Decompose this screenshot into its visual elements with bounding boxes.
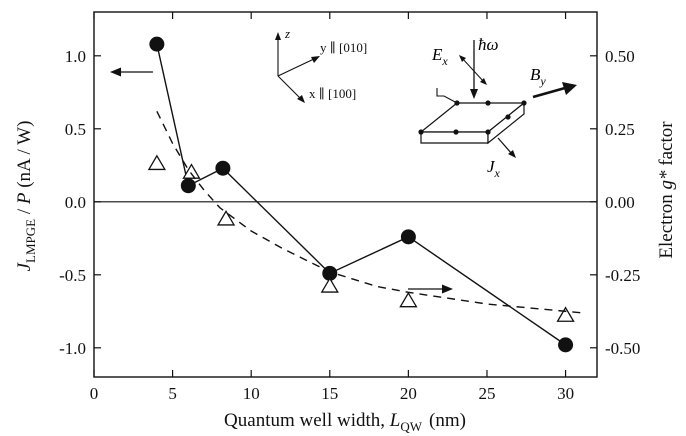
right-y-axis-title-prefix: Electron [656, 189, 677, 258]
left-y-axis-title: JLMPGE / P (nA / W) [14, 121, 38, 272]
coord-z-label: z [284, 26, 290, 41]
field-b-sub: y [539, 74, 546, 88]
right-y-axis-title-var: g* [656, 170, 677, 190]
series-0-line [156, 43, 566, 346]
x-axis-title-var: L [389, 410, 401, 431]
series-0-point [400, 229, 416, 245]
field-b-label: By [530, 65, 546, 88]
field-e-label: Ex [431, 45, 448, 68]
left-y-tick-label: -1.0 [59, 339, 86, 358]
right-y-tick-label: 0.50 [605, 47, 635, 66]
x-tick-label: 20 [400, 384, 417, 403]
left-y-axis-title-rest: / [14, 204, 35, 219]
series-1-point [216, 210, 236, 226]
x-axis-ticks: 0 5 10 15 20 25 30 [90, 12, 574, 403]
sample-side-face [487, 101, 525, 145]
magnetic-field-arrow [532, 86, 566, 99]
right-y-axis-ticks: 0.50 0.25 0.00 -0.25 -0.50 [590, 47, 640, 358]
series-0-point [215, 160, 231, 176]
coordinate-system-inset: z y ∥ [010] x ∥ [100] [275, 26, 367, 103]
polarization-arrow [461, 57, 485, 83]
series-1-point [320, 277, 339, 293]
right-y-tick-label: 0.00 [605, 193, 635, 212]
series-1-point [556, 306, 575, 322]
series-layer [147, 36, 582, 353]
right-y-tick-label: -0.50 [605, 339, 640, 358]
left-y-axis-title-unit: (nA / W) [14, 121, 35, 193]
x-axis-title-prefix: Quantum well width, [224, 410, 390, 431]
field-e-var: E [431, 45, 443, 64]
right-y-axis-title-suffix: factor [656, 121, 677, 171]
right-y-axis-title: Electron g* factor [656, 121, 677, 259]
right-axis-arrow [408, 284, 453, 294]
series-2-line [156, 110, 582, 314]
right-y-tick-label: 0.25 [605, 120, 635, 139]
coord-y-label: y ∥ [010] [320, 40, 367, 55]
left-y-tick-label: 0.0 [65, 193, 86, 212]
current-arrow [497, 137, 513, 155]
series-1-point [147, 154, 167, 171]
photon-label: ħω [478, 35, 499, 54]
field-b-var: B [530, 65, 541, 84]
series-0-point [180, 178, 196, 194]
series-1-point [399, 291, 418, 308]
left-y-axis-title-var: J [14, 261, 35, 271]
left-y-tick-label: 1.0 [65, 47, 86, 66]
left-y-axis-title-sub: LMPGE [23, 219, 38, 263]
x-tick-label: 25 [478, 384, 495, 403]
current-var: J [487, 157, 496, 176]
series-1-point [182, 163, 201, 179]
series-0-point [558, 337, 574, 353]
x-axis-title-sub: QW [400, 419, 422, 434]
left-y-tick-label: -0.5 [59, 266, 86, 285]
x-tick-label: 10 [243, 384, 260, 403]
contact-wire [436, 88, 458, 104]
x-tick-label: 15 [321, 384, 338, 403]
current-label: Jx [487, 157, 501, 180]
x-tick-label: 0 [90, 384, 99, 403]
sample-schematic-inset: ħω Ex By Jx [418, 35, 577, 180]
left-axis-arrow [110, 67, 153, 77]
right-y-tick-label: -0.25 [605, 266, 640, 285]
left-y-axis-ticks: 1.0 0.5 0.0 -0.5 -1.0 [59, 47, 101, 358]
x-tick-label: 30 [557, 384, 574, 403]
x-axis-title-unit: (nm) [429, 410, 466, 431]
series-0-point [149, 36, 165, 52]
plot-frame [93, 11, 598, 378]
x-axis-title: Quantum well width, LQW (nm) [224, 410, 466, 434]
current-sub: x [494, 166, 501, 180]
left-y-axis-title-var2: P [14, 192, 35, 205]
left-y-tick-label: 0.5 [65, 120, 86, 139]
field-e-sub: x [441, 54, 448, 68]
x-tick-label: 5 [168, 384, 177, 403]
coord-x-label: x ∥ [100] [309, 86, 356, 101]
